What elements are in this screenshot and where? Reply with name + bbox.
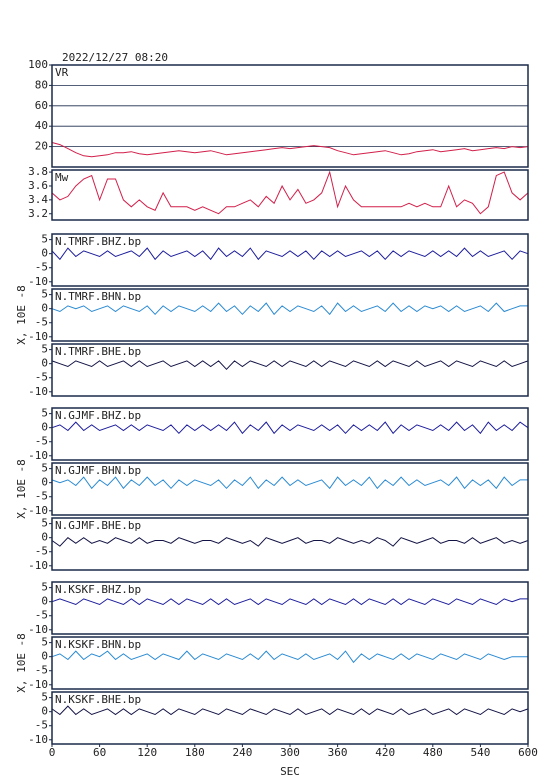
y-tick-label: 3.4 <box>28 193 48 206</box>
y-tick-label: -10 <box>28 504 48 517</box>
y-tick-label: -5 <box>35 261 48 274</box>
series-line <box>51 705 529 716</box>
y-tick-label: 5 <box>41 636 48 649</box>
y-tick-label: 0 <box>41 247 48 260</box>
y-tick-label: 0 <box>41 476 48 489</box>
series-line <box>51 170 529 215</box>
y-tick-label: -10 <box>28 330 48 343</box>
y-tick-label: 5 <box>41 462 48 475</box>
panel-label: N.TMRF.BHZ.bp <box>55 235 141 248</box>
series-line <box>51 650 528 664</box>
x-tick-label: 180 <box>185 746 205 759</box>
y-tick-label: -10 <box>28 385 48 398</box>
x-tick-label: 60 <box>93 746 106 759</box>
y-tick-label: 20 <box>35 140 48 153</box>
panel-frame <box>51 169 529 221</box>
y-tick-label: 5 <box>41 581 48 594</box>
x-tick-label: 300 <box>280 746 300 759</box>
y-tick-label: -5 <box>35 664 48 677</box>
panel-label: N.KSKF.BHZ.bp <box>55 583 141 596</box>
x-tick-label: 0 <box>49 746 56 759</box>
x-tick-label: 540 <box>470 746 490 759</box>
y-tick-label: -5 <box>35 435 48 448</box>
panel-frame <box>51 343 529 397</box>
y-tick-label: 0 <box>41 357 48 370</box>
y-tick-label: -10 <box>28 733 48 746</box>
panel-frame <box>51 517 529 571</box>
panel-label: N.KSKF.BHN.bp <box>55 638 141 651</box>
panel-label: N.GJMF.BHN.bp <box>55 464 141 477</box>
y-tick-label: -10 <box>28 623 48 636</box>
panel-frame <box>51 581 529 635</box>
y-tick-label: 40 <box>35 119 48 132</box>
panel-frame <box>51 462 529 516</box>
panel-label: N.TMRF.BHE.bp <box>55 345 141 358</box>
series-line <box>51 537 529 547</box>
chart-title: 2022/12/27 08:20 <box>62 51 168 64</box>
panel-frame <box>51 64 529 168</box>
series-line <box>51 421 529 435</box>
panel-label: N.TMRF.BHN.bp <box>55 290 141 303</box>
panel-label: N.KSKF.BHE.bp <box>55 693 141 706</box>
y-tick-label: 0 <box>41 302 48 315</box>
y-tick-label: 5 <box>41 233 48 246</box>
x-tick-label: 480 <box>423 746 443 759</box>
y-tick-label: -10 <box>28 275 48 288</box>
series-line <box>51 476 528 490</box>
y-tick-label: 3.2 <box>28 207 48 220</box>
y-tick-label: 100 <box>28 58 48 71</box>
y-tick-label: 5 <box>41 288 48 301</box>
y-tick-label: 5 <box>41 691 48 704</box>
panel-frame <box>51 407 529 461</box>
y-tick-label: 0 <box>41 421 48 434</box>
x-tick-label: 360 <box>328 746 348 759</box>
y-axis-label: X, 10E -8 <box>15 285 28 345</box>
y-tick-label: -5 <box>35 609 48 622</box>
series-line <box>51 142 529 158</box>
panel-frame <box>51 636 529 690</box>
panel-label: N.GJMF.BHZ.bp <box>55 409 141 422</box>
y-tick-label: -5 <box>35 371 48 384</box>
x-tick-label: 240 <box>232 746 252 759</box>
y-tick-label: -5 <box>35 545 48 558</box>
y-tick-label: 5 <box>41 343 48 356</box>
panel-label: VR <box>55 66 69 79</box>
y-tick-label: 0 <box>41 705 48 718</box>
y-tick-label: 3.6 <box>28 179 48 192</box>
x-tick-label: 120 <box>137 746 157 759</box>
y-tick-label: -5 <box>35 316 48 329</box>
panel-label: N.GJMF.BHE.bp <box>55 519 141 532</box>
panel-frame <box>51 288 529 342</box>
y-tick-label: 0 <box>41 531 48 544</box>
series-line <box>51 360 529 371</box>
y-tick-label: -10 <box>28 559 48 572</box>
y-axis-label: X, 10E -8 <box>15 633 28 693</box>
x-axis-label: SEC <box>280 765 300 778</box>
y-tick-label: -10 <box>28 449 48 462</box>
y-tick-label: -10 <box>28 678 48 691</box>
panel-label: Mw <box>55 171 69 184</box>
y-tick-label: 0 <box>41 650 48 663</box>
y-tick-label: 80 <box>35 78 48 91</box>
y-axis-label: X, 10E -8 <box>15 459 28 519</box>
y-tick-label: 0 <box>41 595 48 608</box>
y-tick-label: -5 <box>35 719 48 732</box>
x-tick-label: 420 <box>375 746 395 759</box>
series-line <box>51 598 528 606</box>
series-line <box>51 247 529 261</box>
y-tick-label: 5 <box>41 517 48 530</box>
y-tick-label: 3.8 <box>28 165 48 178</box>
series-line <box>51 302 528 316</box>
y-tick-label: 60 <box>35 99 48 112</box>
y-tick-label: 5 <box>41 407 48 420</box>
x-tick-label: 600 <box>518 746 538 759</box>
y-tick-label: -5 <box>35 490 48 503</box>
panel-frame <box>51 233 529 287</box>
